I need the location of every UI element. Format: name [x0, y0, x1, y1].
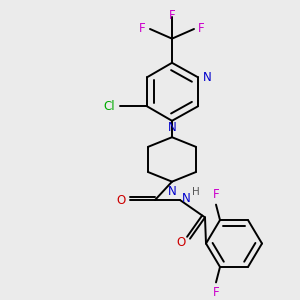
Text: F: F	[213, 188, 219, 201]
Text: H: H	[192, 187, 200, 197]
Text: N: N	[203, 71, 212, 84]
Text: N: N	[182, 192, 191, 205]
Text: F: F	[140, 22, 146, 35]
Text: F: F	[169, 9, 175, 22]
Text: Cl: Cl	[103, 100, 115, 113]
Text: N: N	[168, 184, 176, 198]
Text: O: O	[117, 194, 126, 206]
Text: O: O	[177, 236, 186, 249]
Text: F: F	[198, 22, 205, 35]
Text: F: F	[213, 286, 219, 299]
Text: N: N	[168, 121, 176, 134]
